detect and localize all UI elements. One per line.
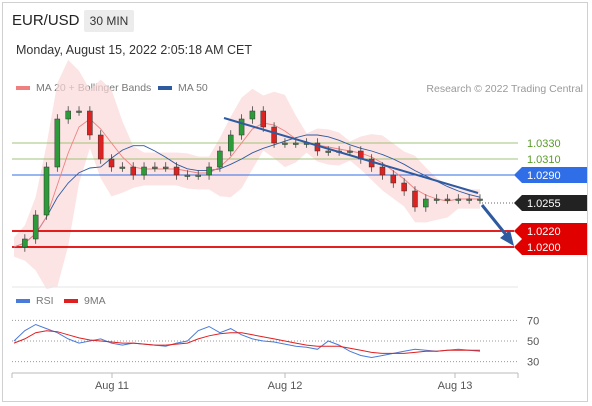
candle-body — [249, 110, 256, 120]
candle-body — [455, 198, 462, 201]
candle-body — [141, 166, 147, 176]
level-tag-1.0290: 1.0290 — [514, 167, 587, 183]
candle-body — [43, 166, 50, 216]
legend-rsi: RSI — [16, 295, 54, 307]
candle-body — [260, 110, 267, 128]
level-tag-box — [514, 167, 587, 183]
candle-body — [444, 198, 451, 201]
candle-body — [162, 166, 169, 169]
level-tag-1.0220: 1.0220 — [514, 223, 587, 239]
datetime-label: Monday, August 15, 2022 2:05:18 AM CET — [16, 43, 253, 57]
candle-body — [271, 126, 277, 144]
candle-body — [347, 150, 353, 153]
candle-body — [477, 198, 483, 201]
x-tick-label-1: Aug 12 — [268, 380, 303, 392]
rsi-tick-70: 70 — [527, 315, 539, 327]
candle-body — [293, 142, 299, 145]
ma50-line — [13, 134, 481, 248]
level-tag-label: 1.0220 — [527, 226, 561, 238]
level-tag-label: 1.0200 — [527, 242, 561, 254]
candle-body — [390, 174, 397, 184]
chart-frame — [2, 2, 588, 402]
level-tag-box — [514, 223, 587, 239]
candle-body — [65, 110, 71, 120]
current-price-tag — [514, 195, 587, 211]
copyright: Research © 2022 Trading Central — [426, 83, 583, 95]
level-tag-1.0200: 1.0200 — [514, 239, 587, 255]
candle-body — [379, 166, 386, 176]
level-tag-label: 1.0290 — [527, 170, 561, 182]
symbol-title: EUR/USD — [12, 12, 80, 29]
candle-body — [54, 118, 61, 168]
candle-body — [206, 166, 212, 176]
rsi-series-9ma — [13, 330, 480, 354]
candle-body — [130, 166, 136, 176]
candle-body — [184, 174, 191, 177]
x-tick-label-0: Aug 11 — [95, 380, 129, 392]
candle-body — [466, 198, 472, 201]
current-price-label: 1.0255 — [527, 198, 561, 210]
candle-body — [119, 166, 126, 169]
candles — [22, 106, 483, 252]
level-label-1.0330: 1.0330 — [527, 138, 561, 150]
candle-body — [97, 134, 104, 160]
candle-body — [152, 166, 158, 169]
legend-9ma: 9MA — [64, 295, 106, 307]
forecast-arrow-shaft — [480, 204, 509, 237]
ma50-swatch — [158, 86, 172, 90]
ma9-swatch — [64, 299, 78, 303]
candle-body — [423, 198, 429, 208]
candle-body — [87, 110, 93, 136]
candle-body — [217, 150, 223, 168]
candle-body — [401, 182, 407, 192]
candle-body — [412, 190, 418, 208]
x-tick-label-2: Aug 13 — [438, 380, 473, 392]
candle-body — [22, 238, 28, 248]
trendline — [223, 117, 479, 194]
legend-ma50: MA 50 — [158, 82, 208, 94]
candle-body — [282, 142, 288, 145]
candle-body — [227, 134, 234, 152]
forecast-arrow-head — [500, 230, 514, 246]
level-label-1.0310: 1.0310 — [527, 154, 561, 166]
candle-body — [76, 110, 82, 113]
legend-9ma-label: 9MA — [84, 295, 106, 307]
level-tag-box — [514, 239, 587, 255]
candle-body — [325, 150, 332, 153]
timeframe-badge[interactable]: 30 MIN — [84, 10, 134, 32]
candle-body — [173, 166, 180, 176]
candle-body — [433, 198, 440, 201]
candle-body — [238, 118, 245, 136]
rsi-tick-50: 50 — [527, 336, 539, 348]
legend-rsi-label: RSI — [36, 295, 54, 307]
rsi-swatch — [16, 299, 30, 303]
candle-body — [108, 158, 115, 168]
candle-body — [32, 214, 39, 240]
rsi-tick-30: 30 — [527, 357, 539, 369]
ma20-swatch — [16, 86, 30, 90]
candle-body — [195, 174, 201, 177]
legend-ma50-label: MA 50 — [178, 82, 208, 94]
